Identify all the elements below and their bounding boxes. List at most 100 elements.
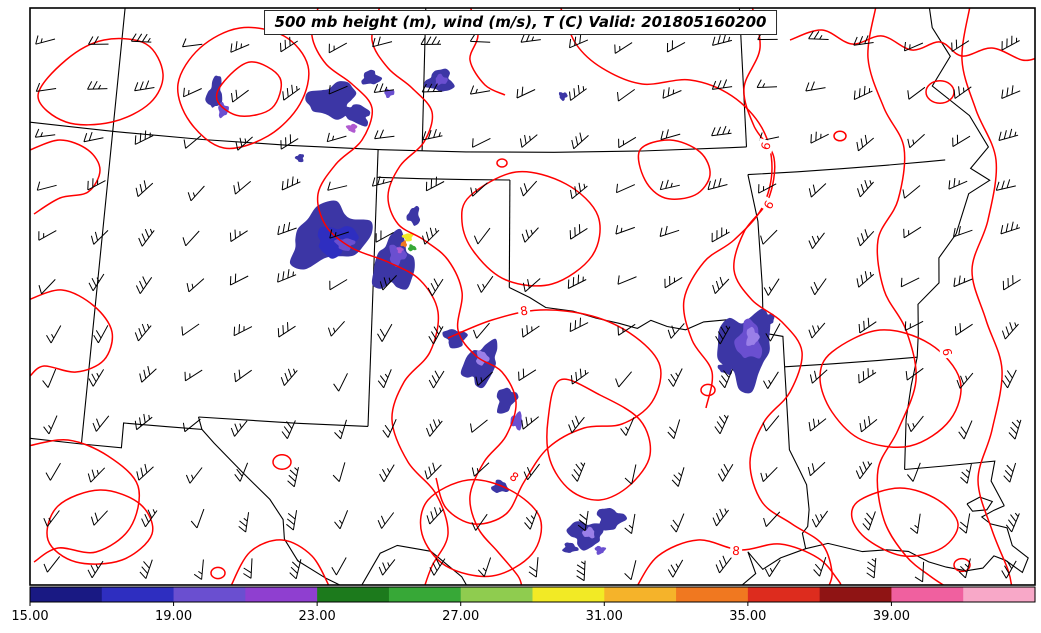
state-border-line <box>784 356 918 368</box>
wind-barb <box>234 462 249 482</box>
wind-barb <box>858 368 877 384</box>
colorbar: 15.00 19.00 23.00 27.00 31.00 35.00 39.00 <box>11 586 1036 624</box>
wind-barb <box>569 84 587 101</box>
wind-barb <box>520 180 538 197</box>
wind-barb <box>763 278 780 296</box>
contour-label-mask <box>939 344 956 360</box>
wind-barb <box>760 466 778 482</box>
contour-label-mask <box>759 195 779 214</box>
wind-barb <box>660 129 681 141</box>
wind-barbs <box>34 30 1022 583</box>
wind-barb <box>524 510 538 530</box>
wind-barb <box>422 128 443 141</box>
wind-barb <box>134 413 153 431</box>
wind-barb <box>521 227 539 243</box>
temperature-contour-line <box>850 487 959 557</box>
map-frame <box>29 7 1036 586</box>
wind-speed-shaded-region <box>491 479 510 494</box>
temperature-contour-line <box>435 309 662 525</box>
wind-barb <box>569 317 589 333</box>
contour-label-mask <box>729 542 743 559</box>
wind-barb <box>134 80 155 92</box>
wind-barb <box>477 275 494 293</box>
temperature-contour-line <box>961 8 1013 585</box>
wind-barb <box>375 230 394 243</box>
wind-barb <box>181 323 200 336</box>
wind-barb <box>329 279 348 291</box>
wind-barb <box>617 88 635 102</box>
temperature-contours <box>30 8 1035 585</box>
colorbar-tick-label: 19.00 <box>155 609 192 624</box>
wind-barb <box>277 269 297 283</box>
wind-barb <box>327 181 348 191</box>
state-border-line <box>966 496 994 512</box>
wind-barb <box>182 38 203 48</box>
wind-barb <box>960 463 972 484</box>
wind-barb <box>808 232 825 250</box>
wind-speed-shaded-region <box>746 326 760 346</box>
wind-barb <box>87 80 108 90</box>
wind-barb <box>718 369 733 389</box>
wind-barb <box>959 513 971 534</box>
wind-barb <box>758 183 777 194</box>
wind-barb <box>377 323 393 342</box>
wind-barb <box>667 559 684 578</box>
wind-barb <box>671 467 685 487</box>
wind-barb <box>372 36 393 48</box>
wind-barb <box>667 419 681 439</box>
wind-barb <box>858 317 877 334</box>
temperature-contour-line <box>419 478 543 578</box>
temperature-contour-line <box>371 8 523 585</box>
wind-barb <box>332 462 346 482</box>
wind-barb <box>286 510 298 531</box>
wind-barb <box>421 83 443 93</box>
wind-barb <box>34 128 56 138</box>
wind-barb <box>1001 35 1020 51</box>
wind-barb <box>951 39 970 52</box>
wind-barb <box>615 371 632 388</box>
wind-barb <box>907 133 925 149</box>
wind-barb <box>853 85 873 101</box>
temperature-contour-ring <box>833 130 847 142</box>
wind-barb <box>473 322 490 339</box>
wind-barb <box>659 179 680 191</box>
wind-barb <box>130 33 152 43</box>
wind-barb <box>185 467 203 484</box>
wind-speed-shaded-region <box>496 387 519 414</box>
wind-barb <box>280 368 298 386</box>
colorbar-outline <box>29 586 1036 603</box>
wind-barb <box>87 560 104 579</box>
wind-barb <box>522 278 541 293</box>
contour-label-mask <box>756 138 775 154</box>
wind-barb <box>954 323 973 336</box>
colorbar-segment <box>317 587 390 602</box>
wind-barb <box>662 87 682 99</box>
state-border-line <box>741 548 806 585</box>
wind-barb <box>426 419 443 437</box>
wind-barb <box>569 224 588 240</box>
wind-barb <box>183 87 202 98</box>
wind-barb <box>134 323 152 342</box>
colorbar-tick-label: 31.00 <box>586 609 623 624</box>
wind-barb <box>182 418 201 433</box>
colorbar-segment <box>747 587 821 602</box>
colorbar-segment <box>676 587 749 602</box>
wind-barb <box>93 325 109 344</box>
wind-barb <box>382 418 397 438</box>
state-border-line <box>904 460 1005 507</box>
wind-barb <box>43 556 61 573</box>
temperature-contour-line <box>636 539 842 585</box>
wind-barb <box>809 369 828 384</box>
wind-barb <box>230 41 250 53</box>
temperature-contour-line <box>37 37 164 126</box>
wind-speed-shaded-region <box>406 205 421 226</box>
wind-speed-shaded-region <box>476 350 490 366</box>
contour-label-mask <box>516 302 532 319</box>
wind-barb <box>762 415 780 432</box>
wind-barb <box>277 222 297 236</box>
contour-label: 8 <box>519 303 529 318</box>
wind-barb <box>1001 322 1019 340</box>
contour-label: 6 <box>758 140 774 151</box>
wind-barb <box>859 416 878 433</box>
wind-barb <box>856 271 875 288</box>
